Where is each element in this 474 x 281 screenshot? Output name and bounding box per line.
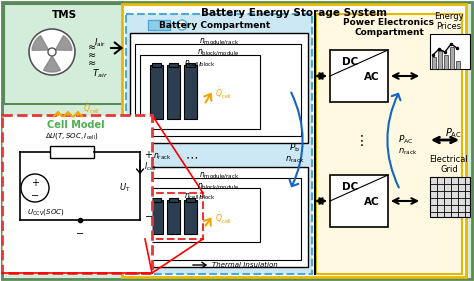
Bar bbox=[145, 193, 203, 239]
Bar bbox=[167, 200, 180, 234]
Text: $-$: $-$ bbox=[75, 227, 84, 237]
Text: $\cdots$: $\cdots$ bbox=[185, 151, 199, 164]
Text: +: + bbox=[31, 178, 39, 188]
Bar bbox=[50, 146, 94, 158]
Bar bbox=[450, 47, 454, 69]
Text: $\approx$: $\approx$ bbox=[178, 22, 186, 28]
Text: $n_{\mathregular{block/module}}$: $n_{\mathregular{block/module}}$ bbox=[197, 181, 239, 192]
Bar bbox=[135, 178, 301, 260]
Bar bbox=[2, 115, 152, 273]
Bar bbox=[186, 63, 195, 67]
Text: Cell Model: Cell Model bbox=[47, 120, 105, 130]
Text: $n_{\mathregular{block/module}}$: $n_{\mathregular{block/module}}$ bbox=[197, 47, 239, 58]
Text: $I_{\mathregular{cell}}$: $I_{\mathregular{cell}}$ bbox=[144, 161, 157, 173]
Bar bbox=[140, 55, 260, 129]
Bar bbox=[184, 65, 197, 119]
Text: DC: DC bbox=[342, 182, 358, 192]
Bar bbox=[150, 200, 163, 234]
Text: $-$: $-$ bbox=[144, 210, 153, 220]
Circle shape bbox=[29, 29, 75, 75]
Bar bbox=[150, 65, 163, 119]
Bar bbox=[438, 51, 442, 69]
Text: TMS: TMS bbox=[52, 10, 77, 20]
Text: Electrical: Electrical bbox=[429, 155, 468, 164]
Bar bbox=[169, 198, 178, 202]
Bar bbox=[184, 200, 197, 234]
Bar bbox=[152, 198, 161, 202]
Text: $P_{\mathregular{AC}}$: $P_{\mathregular{AC}}$ bbox=[398, 134, 414, 146]
Bar bbox=[122, 4, 466, 277]
Text: $\Delta U(T,SOC,I_{\mathregular{cell}})$: $\Delta U(T,SOC,I_{\mathregular{cell}})$ bbox=[45, 131, 99, 141]
Text: Power Electronics: Power Electronics bbox=[344, 18, 435, 27]
Bar bbox=[167, 65, 180, 119]
Bar bbox=[135, 44, 301, 136]
Text: $n_{\mathregular{module/rack}}$: $n_{\mathregular{module/rack}}$ bbox=[199, 170, 239, 181]
Text: AC: AC bbox=[364, 197, 380, 207]
Bar bbox=[140, 188, 260, 242]
Bar bbox=[130, 33, 308, 143]
Text: $\dot{Q}_{\mathregular{cell}}$: $\dot{Q}_{\mathregular{cell}}$ bbox=[215, 85, 232, 101]
Circle shape bbox=[21, 174, 49, 202]
Text: Grid: Grid bbox=[440, 165, 458, 174]
Bar bbox=[430, 177, 470, 217]
Bar bbox=[4, 4, 124, 104]
Text: $n_{\mathregular{module/rack}}$: $n_{\mathregular{module/rack}}$ bbox=[199, 36, 239, 47]
Text: $\vdots$: $\vdots$ bbox=[354, 133, 364, 148]
Text: $\approx$: $\approx$ bbox=[86, 41, 98, 51]
Text: $\approx$: $\approx$ bbox=[86, 49, 98, 59]
Bar bbox=[330, 50, 388, 102]
Text: $n_{\mathregular{rack}}$: $n_{\mathregular{rack}}$ bbox=[398, 147, 418, 157]
Circle shape bbox=[177, 20, 187, 30]
Circle shape bbox=[48, 48, 56, 56]
Bar bbox=[152, 63, 161, 67]
Text: $P_{\mathregular{b}}$: $P_{\mathregular{b}}$ bbox=[290, 142, 301, 154]
Bar bbox=[316, 14, 462, 274]
Text: $-$: $-$ bbox=[30, 189, 39, 199]
Bar bbox=[330, 175, 388, 227]
Text: $U_{\mathregular{OCV}}(SOC)$: $U_{\mathregular{OCV}}(SOC)$ bbox=[27, 207, 64, 217]
Bar bbox=[444, 55, 448, 69]
Polygon shape bbox=[55, 36, 72, 50]
Text: $n_{\mathregular{cell/block}}$: $n_{\mathregular{cell/block}}$ bbox=[184, 58, 216, 69]
Bar bbox=[126, 14, 312, 274]
Text: $\approx$: $\approx$ bbox=[86, 57, 98, 67]
Bar bbox=[130, 167, 308, 267]
Text: DC: DC bbox=[342, 57, 358, 67]
Text: $I_{\mathregular{air}}$: $I_{\mathregular{air}}$ bbox=[94, 37, 106, 49]
Text: Energy: Energy bbox=[434, 12, 464, 21]
Text: Battery Compartment: Battery Compartment bbox=[159, 21, 271, 30]
Text: Thermal Insulation: Thermal Insulation bbox=[212, 262, 278, 268]
Text: AC: AC bbox=[364, 72, 380, 82]
Text: Prices: Prices bbox=[437, 22, 462, 31]
Text: $\dot{Q}_{\mathregular{cell}}$: $\dot{Q}_{\mathregular{cell}}$ bbox=[83, 100, 100, 116]
Text: +: + bbox=[144, 150, 152, 160]
Text: $P_{\mathregular{AC}}$: $P_{\mathregular{AC}}$ bbox=[445, 126, 462, 140]
Text: $n_{\mathregular{cell/block}}$: $n_{\mathregular{cell/block}}$ bbox=[184, 191, 216, 202]
Bar bbox=[456, 61, 460, 69]
Bar bbox=[186, 198, 195, 202]
Text: $U_{\mathregular{T}}$: $U_{\mathregular{T}}$ bbox=[119, 182, 131, 194]
Polygon shape bbox=[44, 56, 61, 72]
Bar bbox=[148, 20, 170, 30]
Bar bbox=[430, 34, 470, 69]
Text: Battery Energy Storage System: Battery Energy Storage System bbox=[201, 8, 387, 18]
Text: $n_{\mathregular{rack}}$: $n_{\mathregular{rack}}$ bbox=[285, 155, 305, 165]
Polygon shape bbox=[32, 36, 48, 50]
Text: $\dot{Q}_{\mathregular{cell}}$: $\dot{Q}_{\mathregular{cell}}$ bbox=[215, 210, 232, 226]
Text: Compartment: Compartment bbox=[354, 28, 424, 37]
Bar bbox=[169, 63, 178, 67]
Bar bbox=[432, 57, 436, 69]
Text: $T_{\mathregular{air}}$: $T_{\mathregular{air}}$ bbox=[92, 68, 108, 80]
Text: $n_{\mathregular{rack}}$: $n_{\mathregular{rack}}$ bbox=[153, 152, 171, 162]
